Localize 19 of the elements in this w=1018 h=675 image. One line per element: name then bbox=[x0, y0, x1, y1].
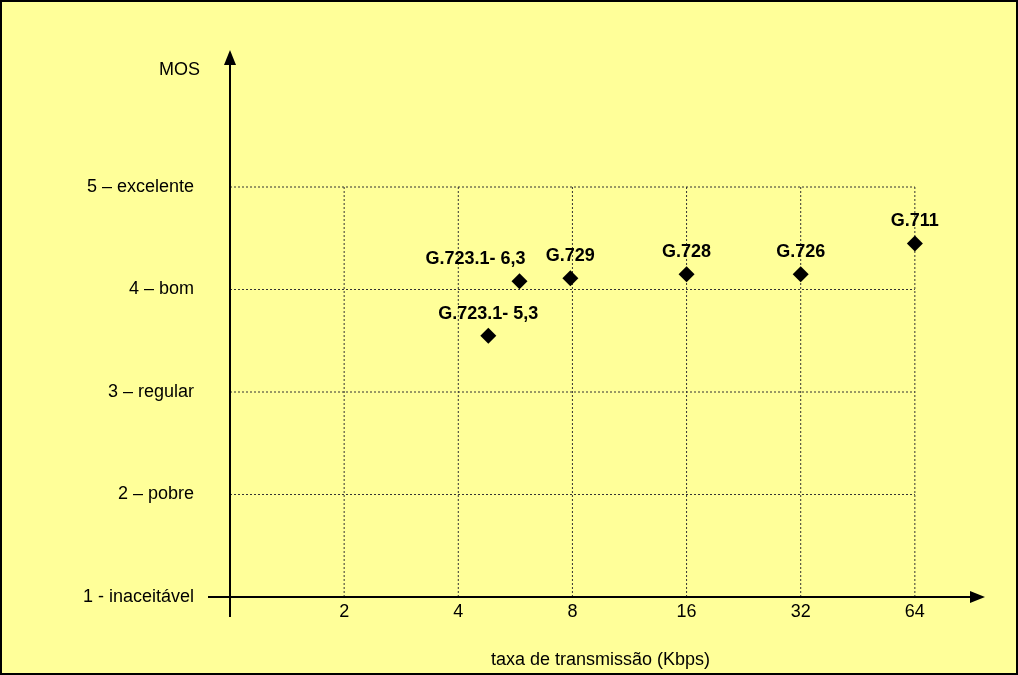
x-tick-label: 64 bbox=[904, 600, 925, 621]
annotation: G.723.1- 6,3 bbox=[425, 248, 526, 269]
x-axis-title: taxa de transmissão (Kbps) bbox=[490, 649, 711, 670]
y-tick-label: 2 – pobre bbox=[117, 483, 194, 504]
x-tick-label: 32 bbox=[790, 600, 811, 621]
annotation: G.711 bbox=[890, 210, 939, 231]
y-tick-label: 5 – excelente bbox=[86, 175, 194, 196]
x-tick-label: 4 bbox=[453, 600, 464, 621]
x-tick-label: 8 bbox=[567, 600, 578, 621]
y-axis-title: MOS bbox=[158, 58, 200, 79]
annotation: G.723.1- 5,3 bbox=[438, 302, 539, 323]
y-tick-label: 4 – bom bbox=[128, 278, 194, 299]
annotation: G.728 bbox=[662, 241, 712, 262]
x-tick-label: 2 bbox=[339, 600, 350, 621]
x-tick-label: 16 bbox=[676, 600, 697, 621]
y-tick-label: 3 – regular bbox=[107, 380, 194, 401]
annotation: G.726 bbox=[776, 241, 826, 262]
y-tick-label: 1 - inaceitável bbox=[82, 585, 194, 606]
annotation: G.729 bbox=[545, 245, 595, 266]
